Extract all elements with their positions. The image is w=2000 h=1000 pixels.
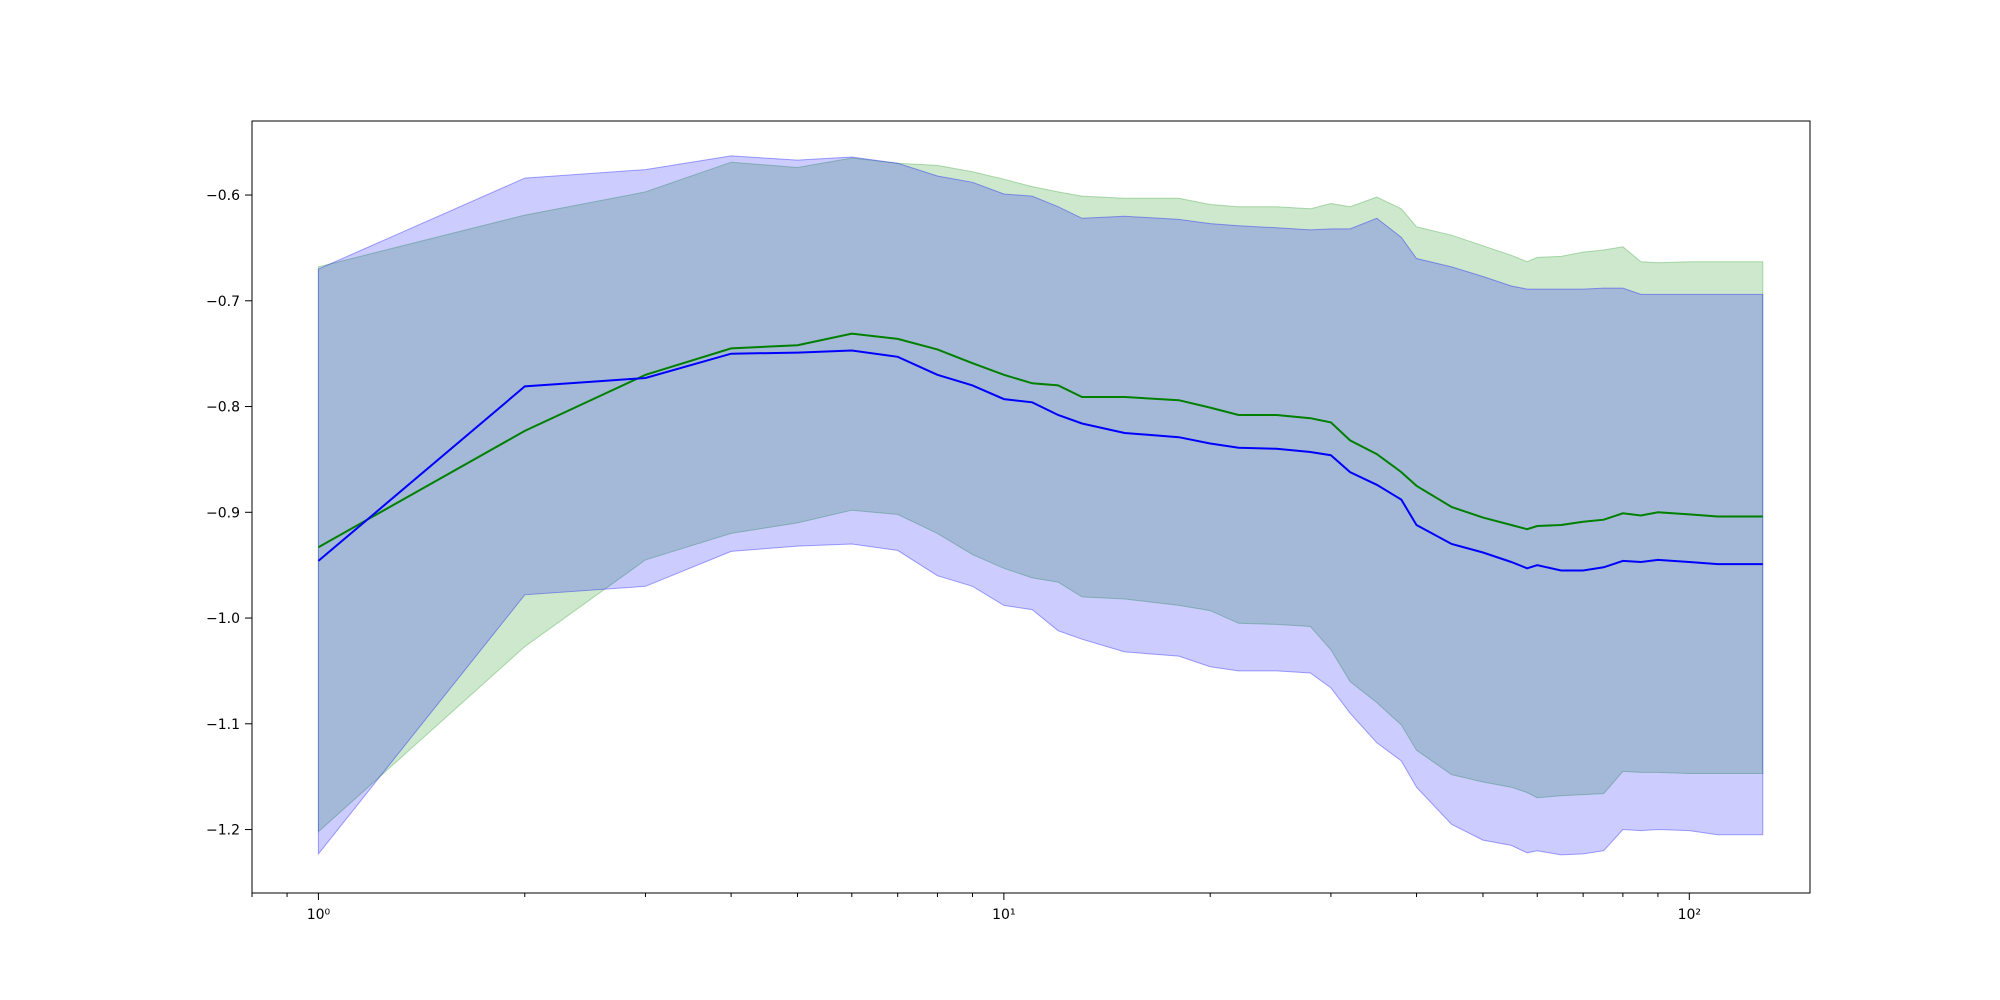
y-tick-label: −1.2 [206,823,240,839]
y-axis: −0.6 −0.7 −0.8 −0.9 −1.0 −1.1 −1.2 [206,188,252,839]
mean-lines [317,332,1763,572]
confidence-band-2 [317,155,1764,856]
x-axis: 10⁰ 10¹ 10² [251,893,1701,923]
plot-frame [251,120,1811,894]
x-tick-label: 10¹ [992,907,1015,923]
y-tick-label: −0.6 [206,188,240,204]
x-tick-label: 10² [1678,907,1701,923]
confidence-band-1 [317,157,1764,833]
mean-line-2 [317,349,1763,572]
y-tick-label: −0.7 [206,294,240,310]
y-tick-label: −0.9 [206,505,240,521]
x-tick-label: 10⁰ [307,907,331,923]
y-tick-label: −1.1 [206,717,240,733]
y-tick-label: −0.8 [206,400,240,416]
y-tick-label: −1.0 [206,611,240,627]
confidence-bands [317,155,1764,856]
mean-line-1 [317,332,1763,549]
